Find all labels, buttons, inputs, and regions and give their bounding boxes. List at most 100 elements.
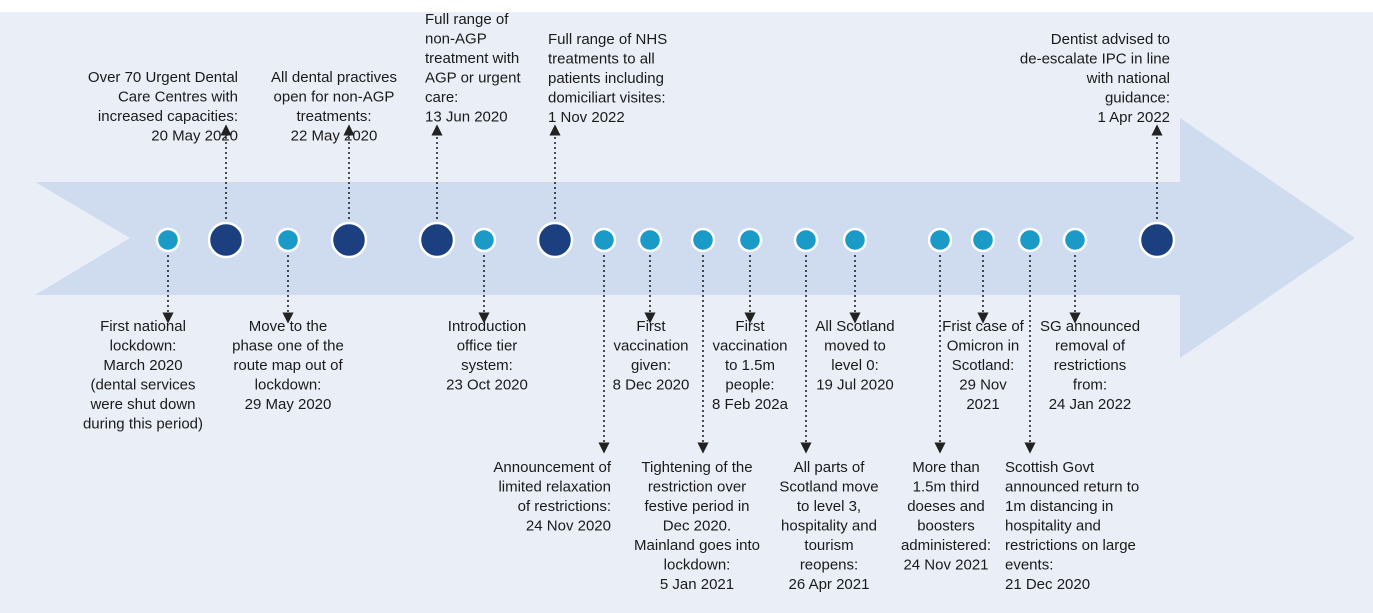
header-strip [0, 0, 1373, 12]
event-text: domiciliart visites: [548, 89, 666, 106]
event-text: route map out of [233, 357, 343, 374]
event-text: First [636, 318, 666, 335]
event-text: 26 Apr 2021 [789, 576, 870, 593]
event-text: increased capacities: [98, 108, 238, 125]
event-text: from: [1073, 376, 1107, 393]
event-text: AGP or urgent [425, 69, 521, 86]
event-text: system: [461, 357, 513, 374]
event-text: Dec 2020. [663, 517, 731, 534]
event-dot [637, 227, 663, 253]
event-text: treatment with [425, 50, 519, 67]
event-text: vaccination [613, 337, 688, 354]
event-text: Omicron in [947, 337, 1020, 354]
event-text: 1 Nov 2022 [548, 109, 625, 126]
event-text: treatments to all [548, 50, 655, 67]
event-text: Mainland goes into [634, 537, 760, 554]
event-text: Frist case of [942, 318, 1025, 335]
event-dot [970, 227, 996, 253]
event-text: All parts of [794, 459, 866, 476]
event-text: 1.5m third [913, 478, 980, 495]
event-text: during this period) [83, 415, 203, 432]
event-text: First [735, 318, 765, 335]
event-text: de-escalate IPC in line [1020, 50, 1170, 67]
event-text: with national [1086, 70, 1170, 87]
event-dot [1062, 227, 1088, 253]
event-text: 24 Jan 2022 [1049, 396, 1132, 413]
event-text: announced return to [1005, 478, 1139, 495]
event-text: 1 Apr 2022 [1097, 109, 1170, 126]
event-dot [471, 227, 497, 253]
event-text: 1m distancing in [1005, 498, 1113, 515]
event-text: All Scotland [815, 318, 894, 335]
event-text: reopens: [800, 556, 858, 573]
panel [0, 12, 1373, 613]
event-dot [155, 227, 181, 253]
event-text: of restrictions: [518, 498, 611, 515]
milestone-dot [330, 221, 368, 259]
event-text: (dental services [90, 376, 195, 393]
event-text: More than [912, 459, 980, 476]
event-text: open for non-AGP [274, 88, 395, 105]
event-text: 8 Feb 202a [712, 396, 789, 413]
event-dot [793, 227, 819, 253]
event-text: 8 Dec 2020 [613, 376, 690, 393]
event-text: Move to the [249, 318, 327, 335]
event-dot [737, 227, 763, 253]
event-text: 23 Oct 2020 [446, 376, 528, 393]
event-dot [842, 227, 868, 253]
event-text: 29 Nov [959, 376, 1007, 393]
event-dot [927, 227, 953, 253]
event-text: 19 Jul 2020 [816, 376, 894, 393]
event-text: 22 May 2020 [291, 127, 378, 144]
event-text: lockdown: [110, 337, 177, 354]
milestone-dot [418, 221, 456, 259]
event-text: vaccination [712, 337, 787, 354]
event-dot [591, 227, 617, 253]
event-text: lockdown: [664, 556, 731, 573]
event-text: given: [631, 357, 671, 374]
event-text: lockdown: [255, 376, 322, 393]
event-text: 29 May 2020 [245, 396, 332, 413]
event-text: hospitality and [781, 517, 877, 534]
event-text: office tier [457, 337, 518, 354]
event-dot [690, 227, 716, 253]
event-text: Dentist advised to [1051, 31, 1170, 48]
event-text: 13 Jun 2020 [425, 108, 508, 125]
event-dot [1017, 227, 1043, 253]
event-text: patients including [548, 70, 664, 87]
event-text: Scotland move [779, 478, 878, 495]
event-text: were shut down [89, 396, 195, 413]
event-text: Introduction [448, 318, 526, 335]
event-text: treatments: [296, 108, 371, 125]
event-text: SG announced [1040, 318, 1140, 335]
event-text: 2021 [966, 396, 999, 413]
event-text: All dental practives [271, 69, 397, 86]
event-text: March 2020 [103, 357, 182, 374]
event-text: restrictions [1054, 357, 1127, 374]
event-text: 24 Nov 2020 [526, 517, 611, 534]
event-text: events: [1005, 556, 1053, 573]
event-text: people: [725, 376, 774, 393]
event-text: care: [425, 89, 458, 106]
event-text: Tightening of the [641, 459, 752, 476]
event-text: restrictions on large [1005, 537, 1136, 554]
event-text: 5 Jan 2021 [660, 576, 734, 593]
event-text: Announcement of [493, 459, 611, 476]
event-text: to 1.5m [725, 357, 775, 374]
event-text: 20 May 2020 [151, 127, 238, 144]
event-text: Full range of [425, 11, 509, 28]
event-text: restriction over [648, 478, 746, 495]
event-text: non-AGP [425, 30, 487, 47]
milestone-dot [1138, 221, 1176, 259]
milestone-dot [207, 221, 245, 259]
milestone-dot [536, 221, 574, 259]
event-text: hospitality and [1005, 517, 1101, 534]
event-text: Scottish Govt [1005, 459, 1095, 476]
event-text: guidance: [1105, 89, 1170, 106]
event-text: removal of [1055, 337, 1126, 354]
event-text: 21 Dec 2020 [1005, 576, 1090, 593]
event-text: limited relaxation [498, 478, 611, 495]
event-text: level 0: [831, 357, 879, 374]
event-text: boosters [917, 517, 975, 534]
